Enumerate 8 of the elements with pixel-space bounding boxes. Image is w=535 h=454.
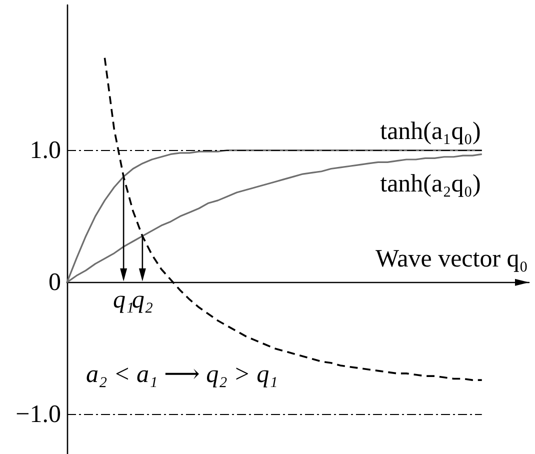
x-axis-title: Wave vector q₀ xyxy=(376,245,528,272)
y-tick-label: 1.0 xyxy=(30,136,61,164)
y-tick-label: −1.0 xyxy=(16,400,61,428)
series-label: tanh(a₁q₀) xyxy=(380,118,481,145)
x-tick-label: q₂ xyxy=(132,286,154,314)
annotation: a₂ < a₁ ⟶ q₂ > q₁ xyxy=(86,361,278,388)
series-label: tanh(a₂q₀) xyxy=(380,170,481,198)
y-tick-label: 0 xyxy=(48,268,61,296)
